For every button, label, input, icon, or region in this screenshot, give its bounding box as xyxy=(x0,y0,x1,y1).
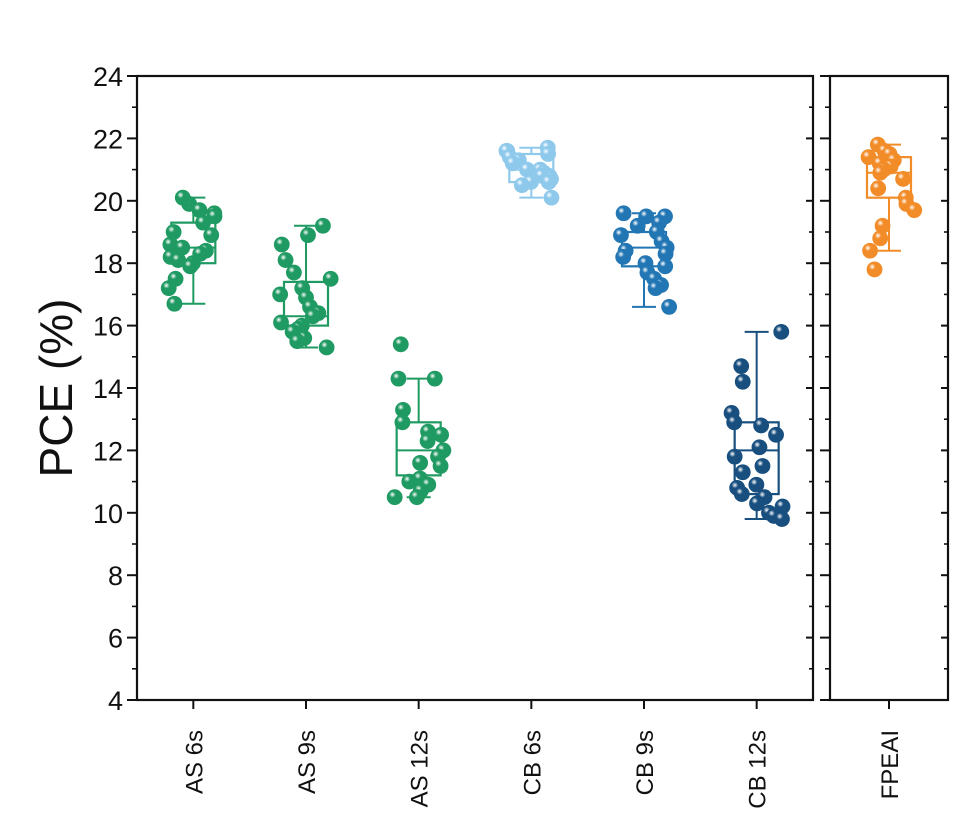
y-tick-label: 14 xyxy=(93,374,123,404)
data-point xyxy=(615,205,632,222)
data-point xyxy=(862,242,878,259)
data-point xyxy=(768,426,784,443)
data-point xyxy=(285,264,302,281)
data-point xyxy=(300,227,316,244)
data-point xyxy=(733,486,750,502)
data-point xyxy=(543,189,560,206)
x-tick-label: CB 6s xyxy=(519,730,546,795)
data-point xyxy=(734,464,751,481)
data-point xyxy=(754,458,771,474)
y-tick-label: 22 xyxy=(93,124,123,154)
data-point xyxy=(182,258,199,275)
data-point xyxy=(203,227,220,244)
data-point xyxy=(394,414,411,431)
data-point xyxy=(277,252,294,268)
data-point xyxy=(753,417,770,434)
x-tick-label: CB 9s xyxy=(632,730,659,795)
data-point xyxy=(392,336,409,353)
data-point xyxy=(773,323,790,340)
data-point xyxy=(304,308,321,325)
panel-frame xyxy=(135,74,815,702)
data-point xyxy=(540,146,557,162)
data-point xyxy=(870,180,887,197)
data-point xyxy=(315,217,331,234)
y-tick-label: 24 xyxy=(93,62,123,92)
data-point xyxy=(412,454,429,471)
data-point xyxy=(272,286,289,303)
data-point xyxy=(289,333,306,350)
x-tick-label: CB 12s xyxy=(745,730,772,809)
x-tick-label: AS 6s xyxy=(181,730,208,794)
data-point xyxy=(615,249,632,265)
data-point xyxy=(733,358,750,375)
y-tick-label: 18 xyxy=(93,249,123,279)
data-point xyxy=(613,227,629,244)
data-point xyxy=(322,270,339,287)
data-point xyxy=(318,339,335,356)
point-layer xyxy=(160,136,923,527)
data-point xyxy=(386,489,403,506)
data-point xyxy=(661,298,678,315)
data-point xyxy=(273,314,289,331)
data-point xyxy=(629,217,646,234)
data-point xyxy=(748,476,765,493)
y-axis-title: PCE (%) xyxy=(30,299,82,478)
data-point xyxy=(426,370,443,387)
data-point xyxy=(726,448,743,465)
data-point xyxy=(726,414,743,431)
data-point xyxy=(195,214,212,231)
data-point xyxy=(657,258,674,275)
data-point xyxy=(432,458,449,474)
y-tick-label: 20 xyxy=(93,187,123,217)
data-point xyxy=(174,189,191,206)
y-tick-label: 6 xyxy=(108,624,123,654)
x-tick-label: FPEAI xyxy=(877,730,904,799)
data-point xyxy=(540,174,557,190)
data-point xyxy=(872,230,889,247)
data-point xyxy=(160,280,177,297)
y-tick-label: 8 xyxy=(108,561,123,591)
data-point xyxy=(419,433,436,449)
data-point xyxy=(734,373,751,390)
data-point xyxy=(895,171,912,187)
data-point xyxy=(749,495,765,512)
x-tick-label: AS 12s xyxy=(407,730,434,807)
data-point xyxy=(433,426,450,443)
box-layer xyxy=(170,143,913,521)
data-point xyxy=(751,439,768,456)
data-point xyxy=(273,236,290,253)
y-tick-label: 12 xyxy=(93,436,123,466)
data-point xyxy=(401,473,418,490)
data-point xyxy=(166,295,183,312)
y-tick-label: 10 xyxy=(93,499,123,529)
data-point xyxy=(409,489,425,506)
axes-layer: 4 6 8 10 12 14 16 18 20 22 24 AS 6s AS 9s AS 12s CB 6s… xyxy=(93,62,950,809)
data-point xyxy=(872,164,889,181)
data-point xyxy=(514,177,530,194)
y-tick-label: 16 xyxy=(93,312,123,342)
x-tick-label: AS 9s xyxy=(294,730,321,794)
data-point xyxy=(504,155,521,172)
data-point xyxy=(390,370,407,387)
data-point xyxy=(647,280,664,297)
data-point xyxy=(906,202,923,219)
data-point xyxy=(866,261,883,278)
data-point xyxy=(774,511,790,527)
y-tick-label: 4 xyxy=(108,686,123,716)
